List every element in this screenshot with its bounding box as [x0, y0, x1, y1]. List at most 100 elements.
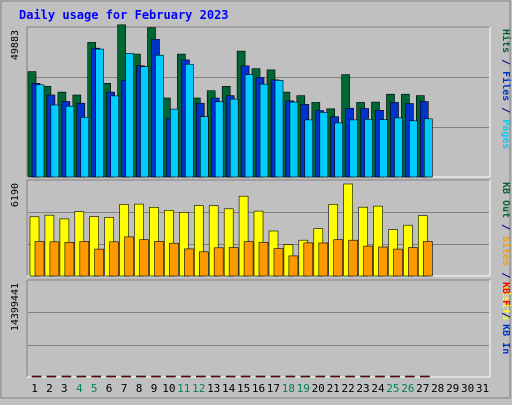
bar-pages-day-21 — [334, 122, 344, 178]
day-label-31: 31 — [476, 382, 489, 395]
legend-kbytes: KB F / KB In — [500, 282, 511, 354]
bar-pages-day-7 — [125, 53, 134, 178]
day-label-20: 20 — [312, 382, 325, 395]
day-label-12: 12 — [192, 382, 205, 395]
day-label-11: 11 — [177, 382, 190, 395]
bar-pages-day-25 — [394, 117, 403, 178]
bar-pages-day-19 — [304, 119, 314, 178]
panel-visits-sites: 6190 KB Out / Sites / Visits — [10, 179, 512, 320]
bar-sites-day-11 — [184, 248, 194, 277]
bar-sites-day-17 — [273, 248, 284, 277]
day-label-5: 5 — [91, 382, 98, 395]
bar-kb-f-day-6 — [106, 375, 116, 378]
bar-pages-day-18 — [289, 101, 299, 178]
bar-kb-f-day-22 — [345, 375, 355, 378]
bar-kb-f-day-14 — [225, 375, 236, 378]
bar-pages-day-27 — [423, 118, 433, 178]
day-label-25: 25 — [386, 382, 399, 395]
bar-sites-day-20 — [318, 242, 329, 277]
legend-entry: KB Out — [500, 182, 511, 218]
bar-pages-day-16 — [259, 83, 269, 178]
day-label-16: 16 — [252, 382, 265, 395]
bar-visits-day-5 — [89, 216, 99, 277]
bar-pages-day-24 — [379, 119, 388, 178]
bar-kb-f-day-19 — [300, 375, 311, 378]
bar-visits-day-23 — [358, 206, 368, 277]
bar-kb-f-day-23 — [360, 375, 370, 378]
bar-kb-f-day-5 — [91, 375, 101, 378]
legend-entry: / — [500, 266, 511, 284]
bar-visits-day-13 — [208, 205, 219, 277]
bar-kb-f-day-4 — [76, 375, 87, 378]
legend-entry: Files — [500, 71, 512, 101]
bar-kb-f-day-15 — [240, 375, 251, 378]
bar-sites-day-22 — [348, 239, 358, 277]
day-label-26: 26 — [401, 382, 414, 395]
bar-pages-day-14 — [229, 98, 239, 178]
bar-pages-day-5 — [95, 48, 104, 178]
day-label-22: 22 — [341, 382, 354, 395]
day-label-2: 2 — [46, 382, 53, 395]
bar-pages-day-22 — [349, 119, 358, 178]
bar-sites-day-4 — [79, 241, 90, 277]
legend-entry: KB In — [500, 324, 511, 354]
bar-sites-day-7 — [124, 236, 134, 277]
bar-kb-f-day-16 — [255, 375, 266, 378]
bar-kb-f-day-3 — [61, 375, 72, 378]
legend-entry: / — [500, 306, 511, 324]
bar-pages-day-3 — [65, 105, 75, 178]
bar-pages-day-2 — [50, 104, 60, 178]
bar-kb-f-day-24 — [375, 375, 385, 378]
bar-pages-day-8 — [140, 66, 149, 178]
panel-hits-files-pages: 49883 Hits / Files / Pages — [10, 24, 512, 178]
bar-kb-f-day-17 — [270, 375, 281, 378]
bar-sites-day-12 — [199, 251, 209, 277]
day-label-17: 17 — [267, 382, 280, 395]
bar-sites-day-25 — [393, 248, 403, 277]
bar-visits-day-12 — [194, 205, 204, 277]
day-label-1: 1 — [31, 382, 38, 395]
bar-sites-day-27 — [422, 241, 433, 277]
bar-sites-day-9 — [154, 241, 164, 277]
bar-kb-f-day-11 — [181, 375, 191, 378]
day-label-4: 4 — [76, 382, 83, 395]
bar-sites-day-2 — [49, 241, 60, 277]
bar-sites-day-19 — [303, 242, 314, 277]
bar-pages-day-17 — [274, 80, 284, 178]
day-label-27: 27 — [416, 382, 429, 395]
day-label-29: 29 — [446, 382, 459, 395]
bar-sites-day-8 — [139, 239, 149, 277]
bar-pages-day-10 — [170, 108, 179, 178]
day-label-30: 30 — [461, 382, 474, 395]
bar-kb-f-day-10 — [166, 375, 176, 378]
bar-visits-day-14 — [223, 208, 234, 277]
bar-visits-day-15 — [238, 195, 249, 277]
bar-sites-day-13 — [213, 247, 224, 277]
day-label-14: 14 — [222, 382, 236, 395]
bar-sites-day-26 — [408, 247, 418, 277]
day-label-28: 28 — [431, 382, 444, 395]
bar-sites-day-14 — [228, 247, 239, 277]
bar-sites-day-18 — [288, 255, 299, 277]
bar-kb-f-day-21 — [330, 375, 341, 378]
day-label-18: 18 — [282, 382, 295, 395]
bar-pages-day-1 — [35, 84, 45, 178]
bar-visits-day-24 — [373, 205, 383, 277]
bar-sites-day-16 — [258, 242, 269, 277]
bar-kb-f-day-8 — [136, 375, 146, 378]
day-label-15: 15 — [237, 382, 250, 395]
day-label-10: 10 — [162, 382, 175, 395]
day-label-23: 23 — [356, 382, 369, 395]
bar-pages-day-11 — [185, 64, 194, 178]
legend-entry: Sites — [500, 236, 512, 266]
legend-entry: Visits — [500, 284, 512, 320]
bar-pages-day-6 — [110, 95, 119, 178]
y-max-label: 14399441 — [10, 283, 21, 331]
day-label-21: 21 — [327, 382, 340, 395]
bar-sites-day-6 — [109, 241, 119, 277]
day-label-13: 13 — [207, 382, 220, 395]
